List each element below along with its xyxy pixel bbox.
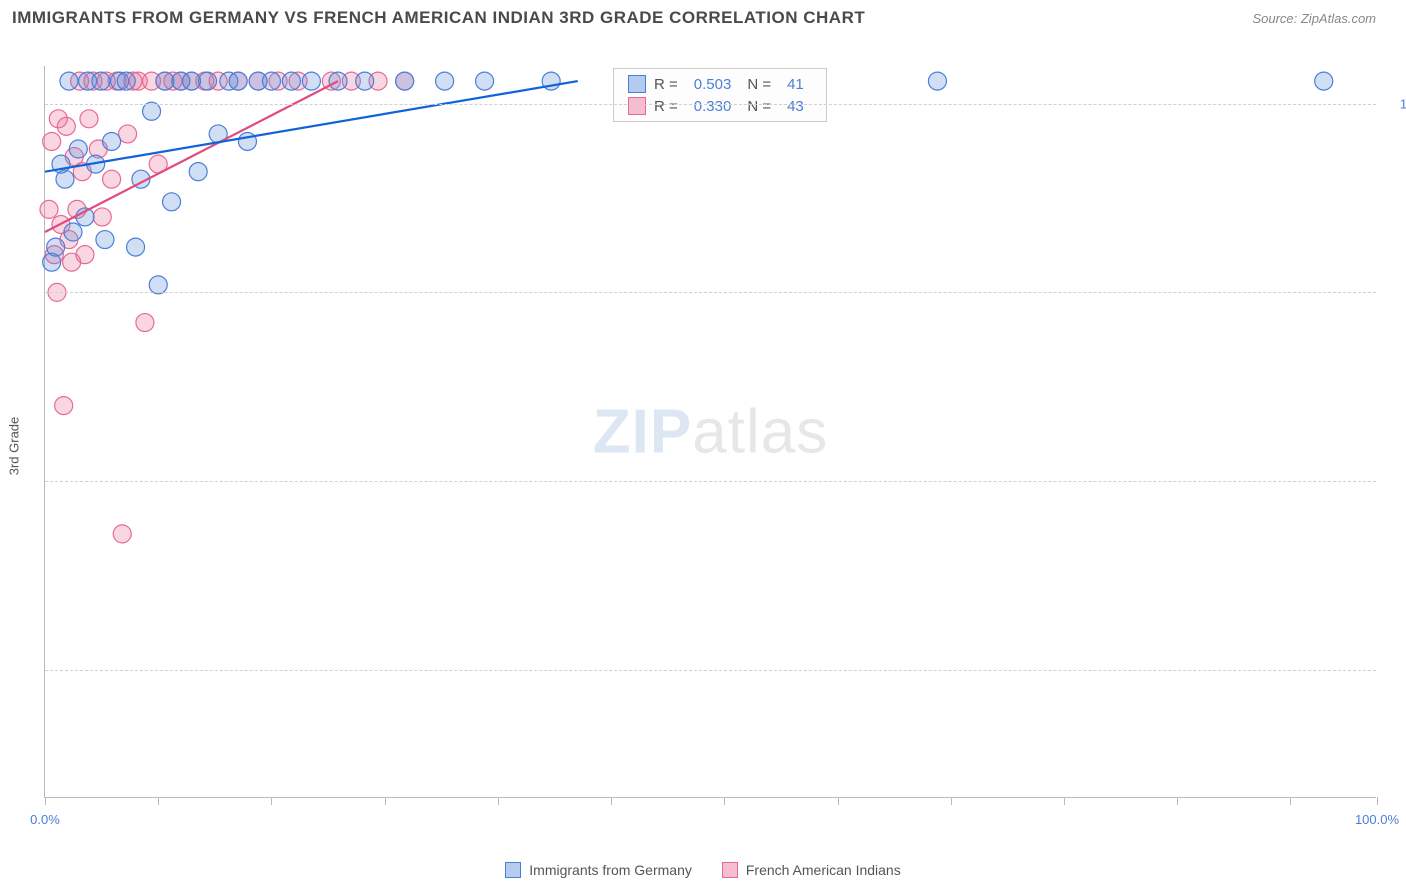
data-point <box>93 208 111 226</box>
series-swatch <box>628 97 646 115</box>
r-label: R = <box>654 76 678 93</box>
legend-swatch <box>505 862 521 878</box>
title-bar: IMMIGRANTS FROM GERMANY VS FRENCH AMERIC… <box>0 0 1406 34</box>
data-point <box>156 72 174 90</box>
data-point <box>262 72 280 90</box>
data-point <box>143 102 161 120</box>
data-point <box>199 72 217 90</box>
y-tick-label: 97.5% <box>1384 285 1406 300</box>
x-tick <box>1290 797 1291 805</box>
data-point <box>136 314 154 332</box>
data-point <box>183 72 201 90</box>
data-point <box>117 72 135 90</box>
data-point <box>55 397 73 415</box>
gridline <box>45 670 1376 671</box>
legend-swatch <box>722 862 738 878</box>
data-point <box>356 72 374 90</box>
n-label: N = <box>747 98 771 115</box>
source-label: Source: ZipAtlas.com <box>1252 11 1376 26</box>
r-value: 0.330 <box>694 98 732 115</box>
chart-plot-area: ZIPatlas R =0.503N =41R =0.330N =43 92.5… <box>44 66 1376 798</box>
r-value: 0.503 <box>694 76 732 93</box>
x-tick <box>611 797 612 805</box>
gridline <box>45 104 1376 105</box>
x-tick <box>45 797 46 805</box>
y-axis-label: 3rd Grade <box>7 417 22 476</box>
x-tick-label: 0.0% <box>30 812 60 827</box>
data-point <box>96 231 114 249</box>
data-point <box>476 72 494 90</box>
data-point <box>80 110 98 128</box>
legend-label: Immigrants from Germany <box>529 862 692 878</box>
y-tick-label: 92.5% <box>1384 662 1406 677</box>
y-tick-label: 100.0% <box>1384 96 1406 111</box>
data-point <box>103 132 121 150</box>
gridline <box>45 292 1376 293</box>
x-tick <box>724 797 725 805</box>
n-value: 41 <box>787 76 804 93</box>
data-point <box>119 125 137 143</box>
data-point <box>76 246 94 264</box>
data-point <box>57 117 75 135</box>
stats-legend-box: R = 0.503 N = 41 R = 0.330 N = 43 <box>613 68 827 122</box>
stats-row: R = 0.503 N = 41 <box>614 73 826 95</box>
data-point <box>43 132 61 150</box>
data-point <box>64 223 82 241</box>
data-point <box>149 276 167 294</box>
data-point <box>302 72 320 90</box>
data-point <box>436 72 454 90</box>
n-value: 43 <box>787 98 804 115</box>
data-point <box>127 238 145 256</box>
x-tick <box>951 797 952 805</box>
gridline <box>45 481 1376 482</box>
data-point <box>40 200 58 218</box>
n-label: N = <box>747 76 771 93</box>
x-tick <box>1377 797 1378 805</box>
data-point <box>1315 72 1333 90</box>
r-label: R = <box>654 98 678 115</box>
x-tick <box>838 797 839 805</box>
data-point <box>163 193 181 211</box>
bottom-legend: Immigrants from Germany French American I… <box>0 862 1406 878</box>
x-tick <box>158 797 159 805</box>
data-point <box>229 72 247 90</box>
data-point <box>189 163 207 181</box>
legend-item: Immigrants from Germany <box>505 862 692 878</box>
x-tick <box>1177 797 1178 805</box>
data-point <box>282 72 300 90</box>
stats-row: R = 0.330 N = 43 <box>614 95 826 117</box>
data-point <box>56 170 74 188</box>
data-point <box>60 72 78 90</box>
legend-label: French American Indians <box>746 862 901 878</box>
chart-title: IMMIGRANTS FROM GERMANY VS FRENCH AMERIC… <box>12 8 865 28</box>
series-swatch <box>628 75 646 93</box>
data-point <box>69 140 87 158</box>
data-point <box>47 238 65 256</box>
y-tick-label: 95.0% <box>1384 474 1406 489</box>
data-point <box>928 72 946 90</box>
x-tick-label: 100.0% <box>1355 812 1399 827</box>
x-tick <box>498 797 499 805</box>
data-point <box>92 72 110 90</box>
data-point <box>396 72 414 90</box>
x-tick <box>385 797 386 805</box>
scatter-svg <box>45 66 1376 797</box>
x-tick <box>1064 797 1065 805</box>
x-tick <box>271 797 272 805</box>
legend-item: French American Indians <box>722 862 901 878</box>
data-point <box>103 170 121 188</box>
data-point <box>113 525 131 543</box>
